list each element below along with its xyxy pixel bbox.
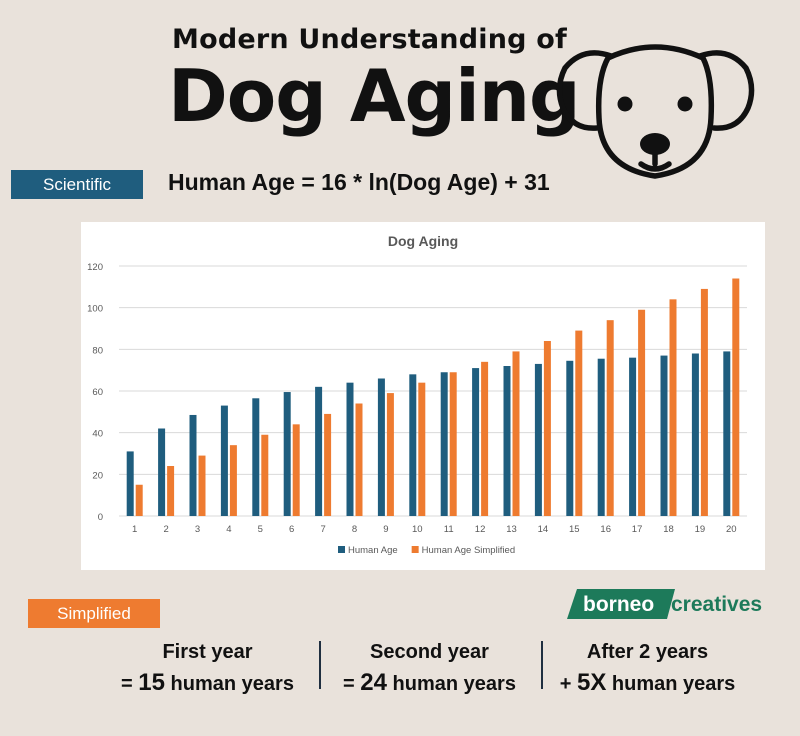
bar-human-age-simplified [575,330,583,516]
x-tick-label: 20 [726,524,737,535]
legend-swatch [338,546,345,553]
x-axis-ticks: 1 2 3 4 5 6 7 8 9 10 11 12 13 14 15 16 17 18 19 20 [132,524,737,535]
y-axis-ticks: 0 20 40 60 80 100 120 [87,262,103,523]
bar-human-age [534,363,542,516]
bar-human-age [252,398,260,516]
stat-heading: First year [162,641,253,663]
bar-human-age-simplified [355,403,363,516]
x-tick-label: 11 [444,524,454,535]
bar-human-age [629,357,637,516]
legend-label: Human Age Simplified [422,545,515,556]
x-tick-label: 10 [412,524,423,535]
dog-face-icon [556,44,755,179]
x-tick-label: 6 [289,524,294,535]
bar-human-age-simplified [198,455,206,516]
y-tick-label: 120 [87,262,103,273]
bar-human-age-simplified [261,434,269,516]
bar-human-age-simplified [418,382,426,516]
x-tick-label: 14 [538,524,549,535]
bar-human-age-simplified [449,372,457,516]
bar-human-age [315,386,323,516]
legend-label: Human Age [348,545,398,556]
x-tick-label: 9 [383,524,388,535]
chart-legend: Human Age Human Age Simplified [338,545,515,556]
chart-grid [119,265,747,517]
stat-divider [541,641,543,689]
bar-human-age [189,414,197,516]
stat-heading: After 2 years [586,641,709,663]
borneo-creatives-logo: borneo creatives [567,589,762,619]
x-tick-label: 8 [352,524,357,535]
x-tick-label: 18 [663,524,674,535]
bar-human-age-simplified [229,445,237,516]
stat-value: + 5X human years [559,669,736,696]
x-tick-label: 1 [132,524,137,535]
stat-first-year: First year = 15 human years [100,640,315,699]
scientific-formula: Human Age = 16 * ln(Dog Age) + 31 [168,169,550,195]
bar-human-age-simplified [481,361,489,516]
logo-text-borneo: borneo [583,593,654,616]
y-tick-label: 60 [92,387,103,398]
bar-human-age [691,353,699,516]
bar-human-age [472,368,480,516]
stat-value: = 15 human years [121,669,294,696]
stat-heading: Second year [370,641,489,663]
legend-swatch [411,546,419,553]
bar-human-age [440,372,448,516]
x-tick-label: 19 [695,524,706,535]
bar-human-age-simplified [512,351,520,516]
bar-human-age [158,428,166,516]
x-tick-label: 7 [320,524,325,535]
x-tick-label: 2 [163,524,168,535]
page-subtitle: Modern Understanding of [172,24,567,55]
x-tick-label: 17 [632,524,643,535]
bar-human-age-simplified [167,466,175,516]
simplified-badge: Simplified [28,599,160,628]
chart-bars [126,278,740,516]
bar-human-age-simplified [324,413,332,516]
bar-human-age-simplified [606,320,614,516]
bar-human-age [409,374,417,516]
y-tick-label: 80 [92,345,103,356]
bar-human-age [220,405,228,516]
y-tick-label: 40 [92,429,103,440]
y-tick-label: 100 [87,304,103,315]
bar-human-age-simplified [292,424,300,516]
chart-card: Dog Aging 0 20 40 60 80 100 120 1 2 3 4 5 6 7 8 9 10 11 1… [81,222,765,570]
x-tick-label: 4 [226,524,231,535]
x-tick-label: 12 [475,524,486,535]
bar-human-age [503,366,511,516]
bar-human-age [723,351,731,516]
x-tick-label: 13 [506,524,517,535]
logo-text-creatives: creatives [671,593,762,616]
bar-human-age-simplified [700,288,708,516]
bar-human-age [346,382,354,516]
x-tick-label: 15 [569,524,580,535]
y-tick-label: 0 [98,512,103,523]
bar-human-age [566,360,574,516]
stat-divider [319,641,321,689]
page-title: Dog Aging [168,54,581,138]
y-tick-label: 20 [92,470,103,481]
x-tick-label: 5 [258,524,263,535]
bar-human-age [597,358,605,516]
bar-human-age-simplified [543,341,551,516]
bar-human-age-simplified [669,299,677,516]
stat-value: = 24 human years [343,669,516,696]
stat-second-year: Second year = 24 human years [322,640,537,699]
bar-human-age [283,392,291,516]
bar-human-age [660,355,668,516]
bar-human-age [126,451,134,516]
x-tick-label: 16 [600,524,611,535]
bar-human-age-simplified [732,278,740,516]
bar-human-age-simplified [638,309,646,516]
scientific-badge: Scientific [11,170,143,199]
bar-human-age-simplified [135,484,143,516]
x-tick-label: 3 [195,524,200,535]
stat-after-two-years: After 2 years + 5X human years [540,640,755,699]
bar-human-age [377,378,385,516]
chart-title: Dog Aging [388,233,458,249]
bar-human-age-simplified [386,393,394,516]
